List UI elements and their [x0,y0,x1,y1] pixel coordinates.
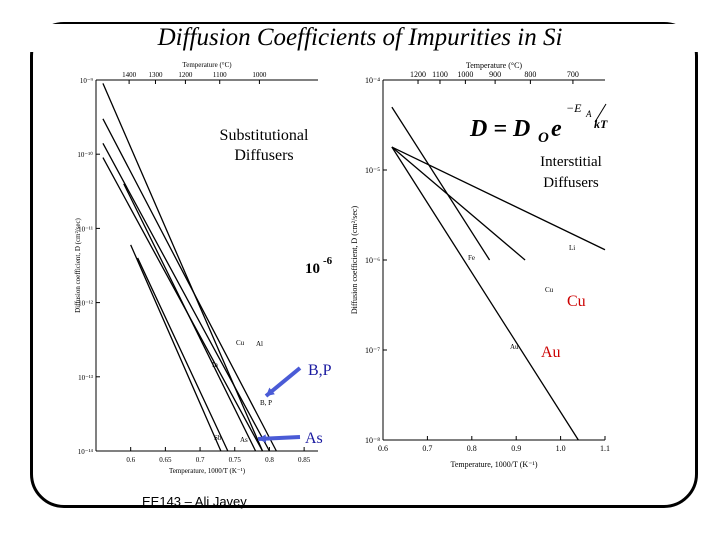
right-series-label-fe: Fe [468,254,475,262]
right-chart-x-axis-label: Temperature, 1000/T (K⁻¹) [451,460,538,469]
left-chart-x-axis-label: Temperature, 1000/T (K⁻¹) [169,467,246,475]
right-chart-x-tick-label: 0.9 [511,444,521,453]
right-chart-series-cu [391,146,526,261]
right-chart-x-tick-label: 0.7 [422,444,432,453]
right-chart-y-tick-label: 10⁻⁸ [365,436,380,445]
right-chart-top-tick-label: 800 [524,70,536,79]
left-chart-x-tick-label: 0.8 [265,456,274,464]
left-series-label-in: In [212,361,218,369]
left-chart-top-tick-label: 1100 [213,71,227,79]
left-chart-x-tick-label: 0.65 [159,456,172,464]
right-chart-top-axis-label: Temperature (°C) [466,61,523,70]
left-chart-y-tick-label: 10⁻¹² [78,300,93,308]
left-chart-x-tick-label: 0.85 [298,456,311,464]
left-chart-series-b-p [123,183,257,452]
right-chart-top-tick-label: 1100 [432,70,448,79]
right-chart-x-tick-label: 1.1 [600,444,610,453]
right-chart-x-tick-label: 0.8 [467,444,477,453]
left-chart-top-tick-label: 1200 [178,71,193,79]
left-chart-series-al [102,118,277,452]
left-series-label-al: Al [256,340,263,348]
right-chart-y-tick-label: 10⁻⁷ [365,346,380,355]
right-chart-top-tick-label: 1200 [410,70,426,79]
right-series-label-li: Li [569,244,575,252]
right-chart-panel: 0.6 0.7 0.8 0.9 1.0 1.1 10⁻⁴ 10⁻⁵ 10⁻⁶ 10⁻⁷ 10⁻⁸ 12… [345,58,660,478]
left-chart-series-sb [130,244,222,452]
substitutional-diffusion-chart: 0.6 0.65 0.7 0.75 0.8 0.85 10⁻⁹ 10⁻¹⁰ 10⁻¹¹ 10⁻¹²… [74,61,318,475]
left-series-label-b-p: B, P [260,399,272,407]
left-chart-y-tick-label: 10⁻¹¹ [78,225,93,233]
left-chart-y-axis-label: Diffusion coefficient, D (cm²/sec) [74,217,82,312]
left-chart-series-cu [102,83,264,452]
left-chart-y-tick-label: 10⁻¹⁰ [77,151,93,159]
right-chart-y-axis-label: Diffusion coefficient, D (cm²/sec) [350,206,359,315]
left-chart-top-tick-label: 1300 [148,71,163,79]
left-chart-panel: 0.6 0.65 0.7 0.75 0.8 0.85 10⁻⁹ 10⁻¹⁰ 10⁻¹¹ 10⁻¹²… [70,58,350,486]
right-chart-x-tick-label: 0.6 [378,444,388,453]
slide-title-text: Diffusion Coefficients of Impurities in … [151,24,569,51]
left-chart-series-ga [102,143,271,452]
left-chart-y-tick-label: 10⁻⁹ [80,77,94,85]
right-series-label-au: Au [510,343,519,351]
left-chart-y-tick-label: 10⁻¹⁴ [78,448,94,456]
right-chart-top-tick-label: 1000 [457,70,473,79]
right-chart-series-au [391,146,579,441]
left-series-label-sb: Sb [214,434,222,442]
right-chart-top-tick-label: 700 [567,70,579,79]
slide-title: Diffusion Coefficients of Impurities in … [0,24,720,52]
left-chart-x-tick-label: 0.6 [126,456,135,464]
left-chart-y-tick-label: 10⁻¹³ [78,374,93,382]
left-chart-top-tick-label: 1400 [122,71,136,79]
left-chart-top-tick-label: 1000 [252,71,267,79]
interstitial-diffusion-chart: 0.6 0.7 0.8 0.9 1.0 1.1 10⁻⁴ 10⁻⁵ 10⁻⁶ 10⁻⁷ 10⁻⁸ 12… [350,61,610,469]
right-chart-top-tick-label: 900 [489,70,501,79]
left-chart-x-tick-label: 0.7 [196,456,205,464]
left-chart-x-tick-label: 0.75 [229,456,242,464]
left-series-label-as: As [240,436,248,444]
left-series-label-cu: Cu [236,339,245,347]
right-chart-series-fe [391,106,491,261]
right-chart-y-tick-label: 10⁻⁵ [365,166,380,175]
slide-footer: EE143 – Ali Javey [142,494,247,509]
left-chart-series-as [137,257,229,452]
right-chart-y-tick-label: 10⁻⁶ [365,256,380,265]
right-series-label-cu: Cu [545,286,554,294]
right-chart-y-tick-label: 10⁻⁴ [365,76,380,85]
right-chart-x-tick-label: 1.0 [556,444,566,453]
left-chart-top-axis-label: Temperature (°C) [182,61,232,69]
right-chart-series-li [391,146,606,251]
